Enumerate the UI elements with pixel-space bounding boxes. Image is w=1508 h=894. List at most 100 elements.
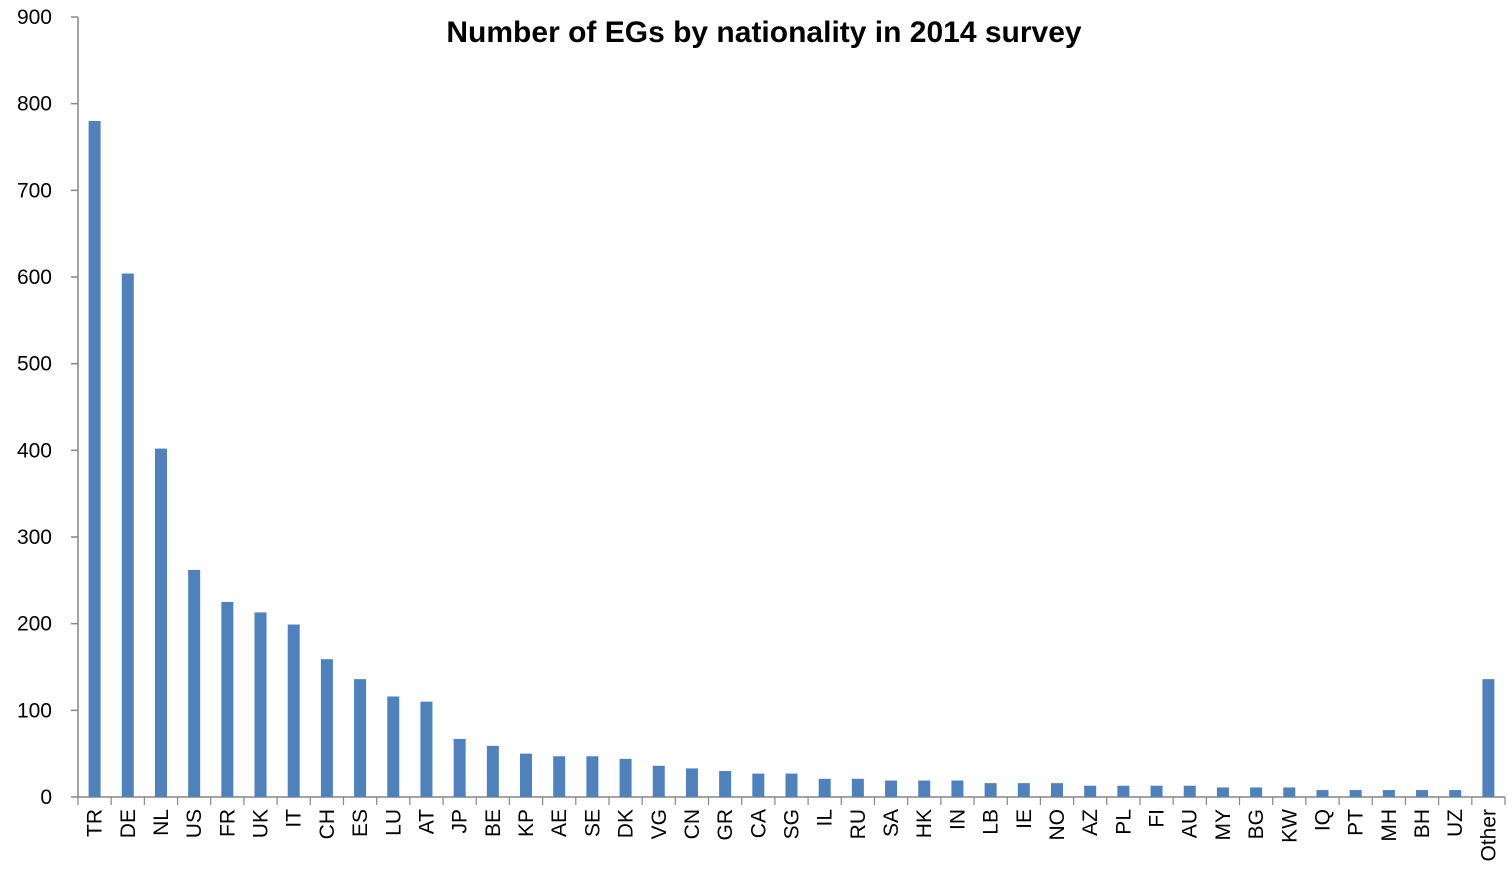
bar-my: [1216, 787, 1229, 797]
y-tick-label: 800: [17, 93, 52, 116]
bar-mh: [1382, 790, 1395, 797]
bar-kp: [520, 753, 533, 797]
bar-bh: [1416, 790, 1429, 797]
bar-pt: [1349, 790, 1362, 797]
x-tick-label: KP: [515, 809, 538, 837]
x-tick-label: Other: [1477, 809, 1500, 862]
y-tick-label: 400: [17, 439, 52, 462]
x-tick-label: SE: [581, 809, 604, 837]
y-tick-label: 900: [17, 6, 52, 29]
bar-au: [1183, 785, 1196, 797]
x-tick-label: BH: [1411, 809, 1434, 838]
bar-ae: [553, 756, 566, 797]
bar-hk: [918, 780, 931, 797]
x-tick-label: JP: [449, 809, 472, 834]
x-tick-label: PT: [1345, 809, 1368, 836]
bar-bg: [1250, 787, 1263, 797]
bars: [88, 121, 1495, 797]
y-tick-label: 700: [17, 179, 52, 202]
y-tick-label: 100: [17, 699, 52, 722]
bar-be: [486, 745, 499, 797]
x-tick-label: FI: [1146, 809, 1169, 828]
x-tick-label: TR: [84, 809, 107, 837]
bar-in: [951, 780, 964, 797]
x-tick-label: IQ: [1311, 809, 1334, 831]
x-tick-label: SA: [880, 809, 903, 837]
bar-jp: [453, 738, 466, 797]
bar-uz: [1449, 790, 1462, 797]
x-tick-label: UZ: [1444, 809, 1467, 837]
x-tick-label: CA: [747, 809, 770, 838]
bar-tr: [88, 121, 101, 797]
bar-other: [1482, 679, 1495, 797]
bar-ru: [851, 778, 864, 797]
x-tick-label: LB: [980, 809, 1003, 835]
bar-de: [121, 273, 134, 797]
y-tick-label: 500: [17, 353, 52, 376]
x-tick-label: NL: [150, 809, 173, 836]
y-axis-ticks: 0 100 200 300 400 500 600 700 800 900: [17, 6, 78, 809]
bar-es: [354, 679, 367, 797]
bar-ca: [752, 773, 765, 797]
x-tick-label: US: [183, 809, 206, 838]
x-tick-label: MY: [1212, 809, 1235, 841]
bar-gr: [719, 771, 732, 797]
bar-sg: [785, 773, 798, 797]
x-tick-label: IT: [283, 809, 306, 828]
x-tick-label: AU: [1179, 809, 1202, 838]
x-tick-label: IN: [946, 809, 969, 830]
x-tick-label: DK: [615, 809, 638, 838]
x-tick-label: AZ: [1079, 809, 1102, 836]
bar-lu: [387, 696, 400, 797]
x-tick-label: BE: [482, 809, 505, 837]
bar-uk: [254, 612, 267, 797]
x-tick-label: SG: [781, 809, 804, 839]
x-axis-labels: TR DE NL US FR UK IT CH ES LU AT JP BE KP AE SE DK VG CN GR…: [84, 809, 1501, 862]
bar-at: [420, 701, 433, 797]
bar-se: [586, 756, 599, 797]
bar-cn: [685, 768, 698, 797]
bar-az: [1084, 785, 1097, 797]
bar-fr: [221, 602, 234, 797]
x-tick-label: DE: [117, 809, 140, 838]
chart-title: Number of EGs by nationality in 2014 sur…: [446, 16, 1082, 49]
y-tick-label: 300: [17, 526, 52, 549]
x-tick-label: CH: [316, 809, 339, 839]
x-tick-label: IL: [814, 809, 837, 827]
bar-fi: [1150, 785, 1163, 797]
bar-dk: [619, 758, 632, 797]
bar-lb: [984, 783, 997, 797]
x-tick-label: HK: [913, 809, 936, 838]
bar-il: [818, 778, 831, 797]
x-tick-label: NO: [1046, 809, 1069, 841]
x-tick-label: LU: [382, 809, 405, 836]
x-tick-label: BG: [1245, 809, 1268, 839]
x-tick-label: UK: [250, 809, 273, 838]
bar-ch: [320, 659, 333, 797]
x-tick-label: ES: [349, 809, 372, 837]
bar-vg: [652, 765, 665, 797]
bar-pl: [1117, 785, 1130, 797]
x-tick-label: CN: [681, 809, 704, 839]
bar-iq: [1316, 790, 1329, 797]
x-tick-label: AE: [548, 809, 571, 837]
y-tick-label: 200: [17, 613, 52, 636]
bar-sa: [885, 780, 898, 797]
bar-it: [287, 624, 300, 797]
y-tick-label: 600: [17, 266, 52, 289]
x-tick-label: PL: [1112, 809, 1135, 835]
x-tick-label: RU: [847, 809, 870, 839]
x-tick-label: GR: [714, 809, 737, 841]
bar-nl: [154, 448, 167, 797]
y-tick-label: 0: [40, 786, 52, 809]
x-tick-label: AT: [415, 809, 438, 834]
x-axis-ticks: [77, 797, 1506, 805]
x-tick-label: MH: [1378, 809, 1401, 842]
bar-us: [188, 569, 201, 797]
x-tick-label: VG: [648, 809, 671, 839]
bar-ie: [1017, 783, 1030, 797]
bar-kw: [1283, 787, 1296, 797]
x-tick-label: FR: [216, 809, 239, 837]
x-tick-label: KW: [1278, 809, 1301, 843]
